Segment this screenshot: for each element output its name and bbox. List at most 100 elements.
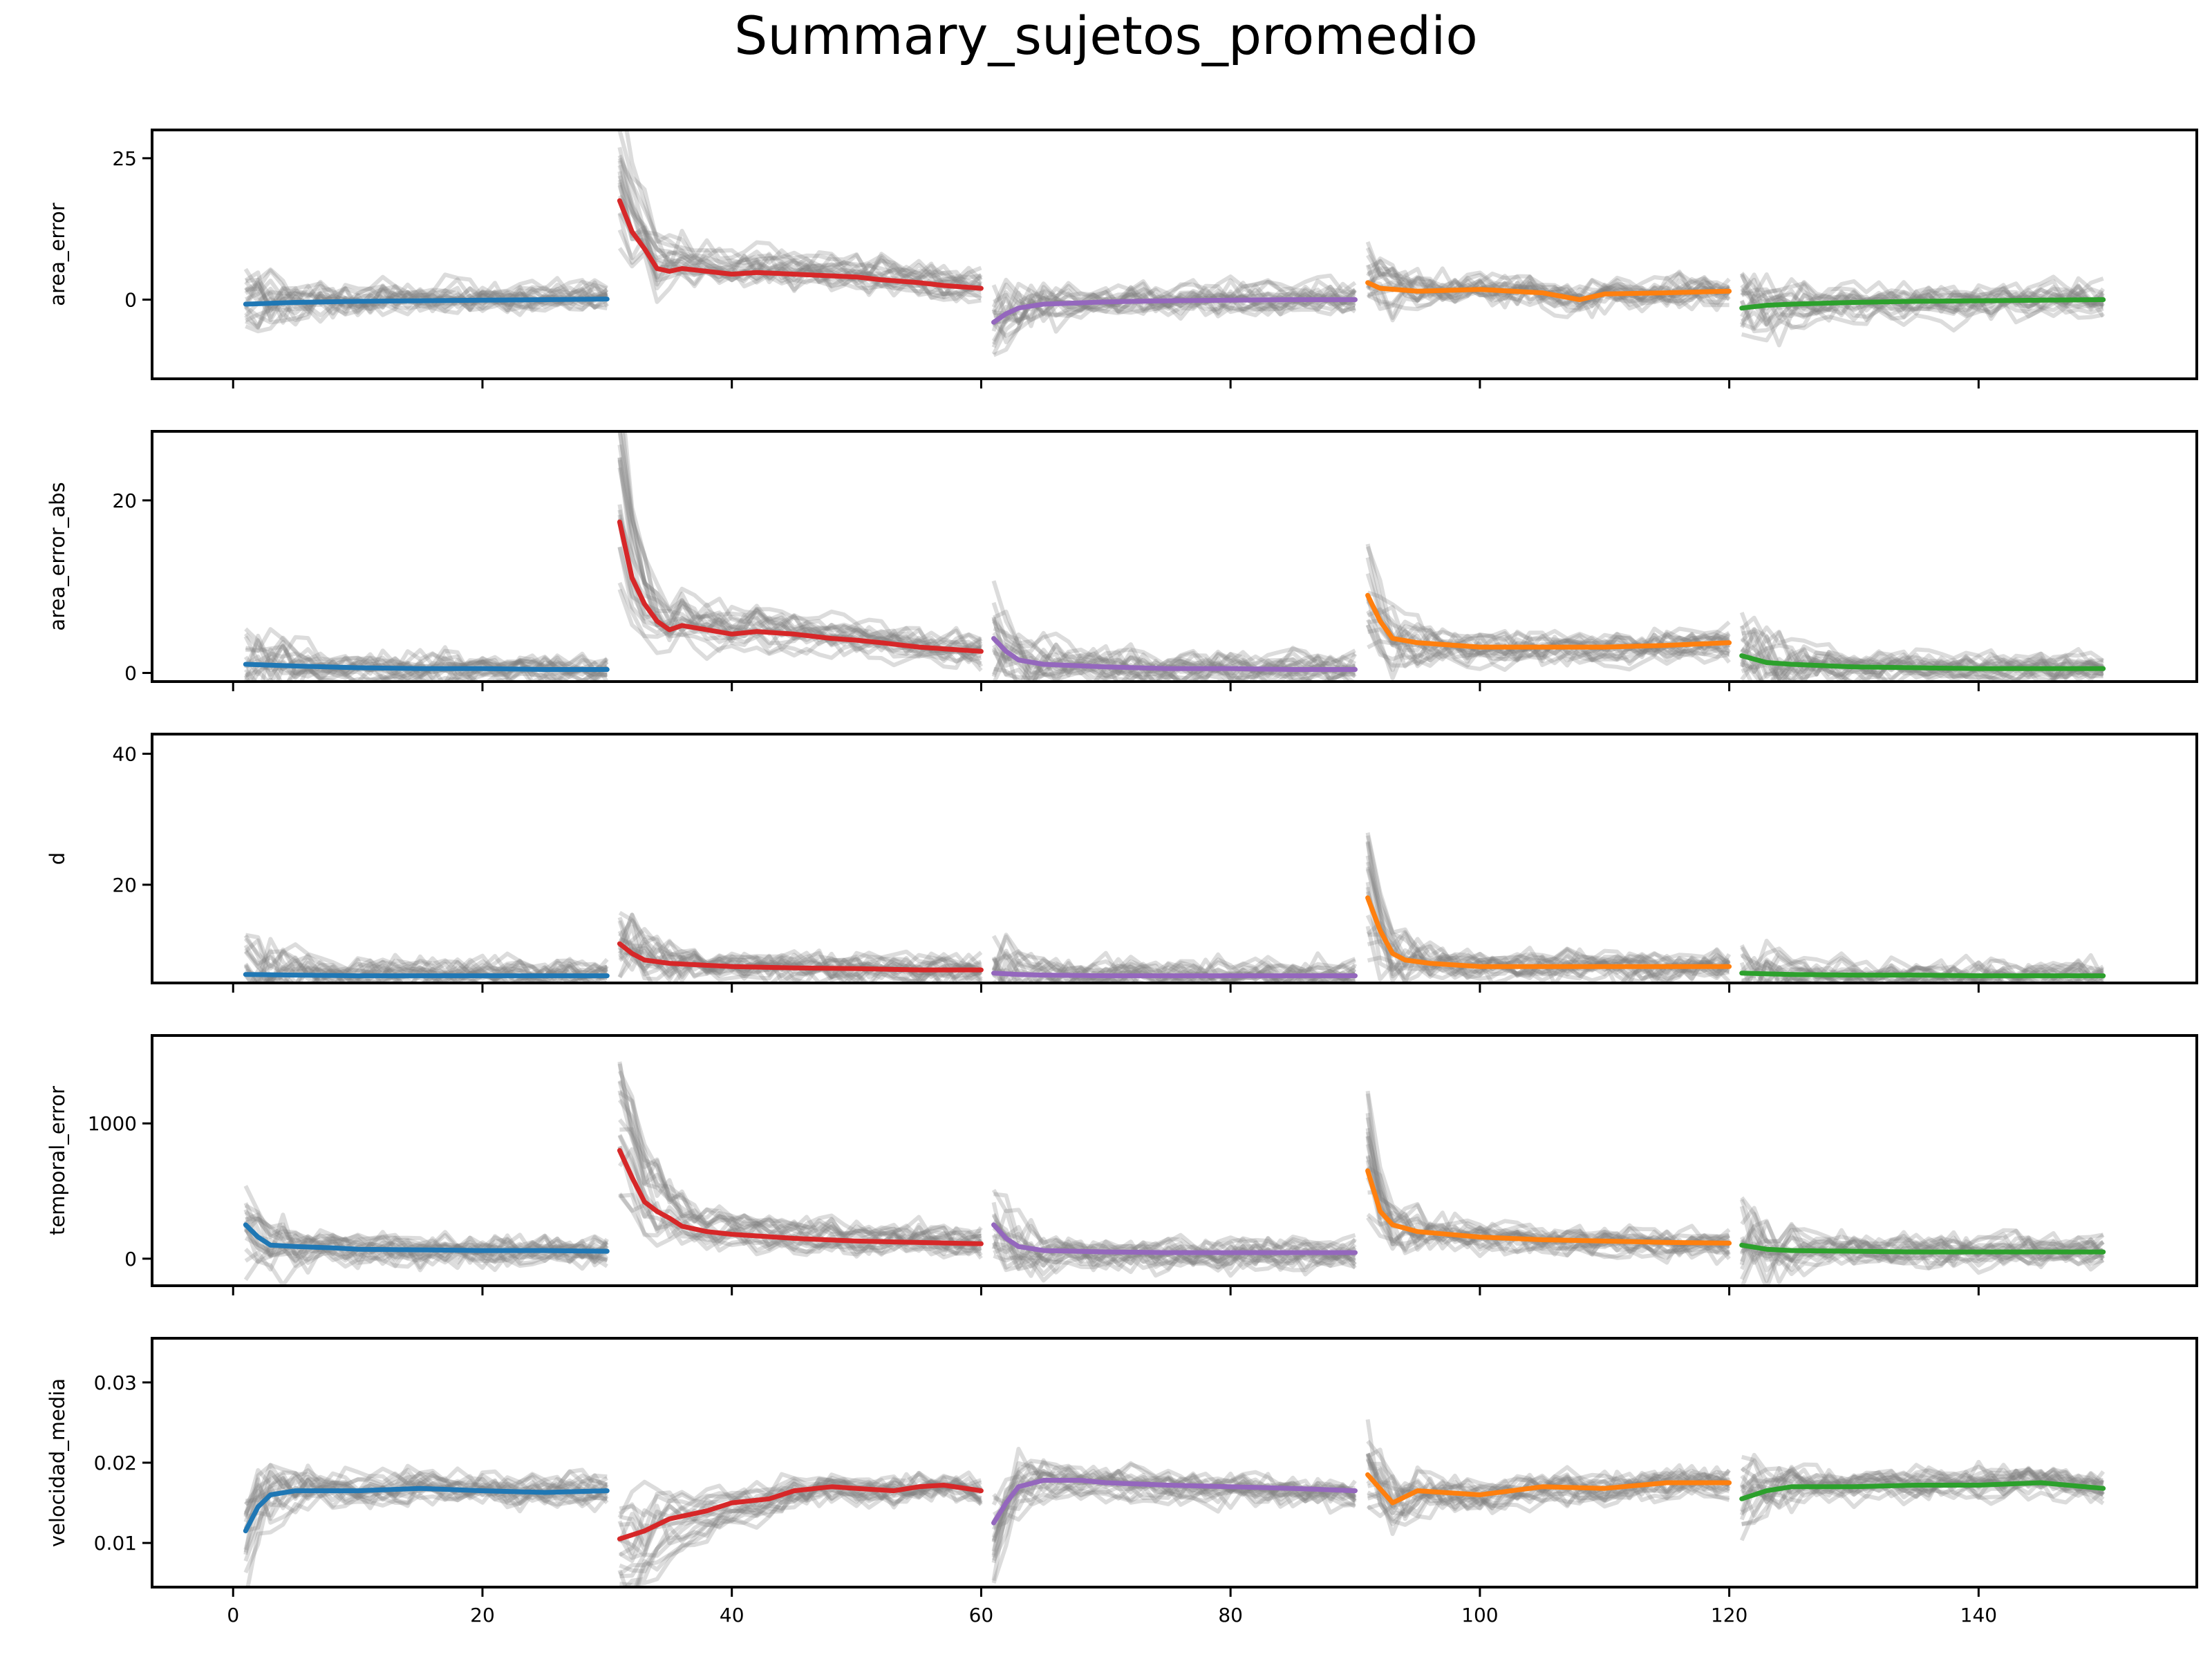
subject-trace xyxy=(617,175,982,290)
subject-trace xyxy=(991,934,1357,980)
subject-trace xyxy=(1365,895,1730,983)
subject-trace xyxy=(1365,1454,1731,1526)
subject-trace xyxy=(1367,1479,1730,1537)
subject-trace xyxy=(243,1468,608,1506)
subject-trace xyxy=(1367,1474,1731,1521)
subject-trace xyxy=(991,1212,1356,1283)
axes-frame xyxy=(151,430,2198,683)
subject-trace xyxy=(243,1228,609,1268)
y-tick-label: 0 xyxy=(124,662,137,685)
subject-trace xyxy=(991,1188,1357,1261)
subject-trace xyxy=(997,963,1358,983)
subject-trace xyxy=(1765,971,2104,983)
traces xyxy=(243,1418,2106,1587)
subject-trace xyxy=(617,160,982,292)
subject-trace xyxy=(1740,1228,2105,1272)
subject-trace xyxy=(1740,1246,2105,1286)
subject-trace xyxy=(1366,600,1731,668)
subject-trace xyxy=(991,1481,1356,1564)
panel-d: 20 40 d xyxy=(46,733,2198,993)
mean-line-block-4 xyxy=(1365,280,1732,302)
subject-trace xyxy=(618,946,982,981)
subject-trace xyxy=(991,292,1356,348)
mean-line-block-3 xyxy=(991,297,1358,325)
subject-trace xyxy=(991,932,1356,979)
y-axis-label: velocidad_media xyxy=(46,1378,69,1547)
y-tick-label: 1000 xyxy=(88,1112,137,1135)
subject-trace xyxy=(1367,932,1730,978)
subject-trace xyxy=(991,1479,1356,1544)
subject-trace xyxy=(244,290,608,325)
subject-trace xyxy=(617,1134,982,1256)
subject-trace xyxy=(245,1485,609,1587)
subject-trace xyxy=(1366,597,1730,668)
subject-trace xyxy=(243,1227,608,1275)
subject-trace xyxy=(243,958,608,983)
subject-trace xyxy=(1740,627,2104,681)
subject-trace xyxy=(1740,1206,2104,1257)
subject-trace xyxy=(245,627,609,675)
x-tick-label: 80 xyxy=(1218,1604,1243,1627)
subject-trace xyxy=(1740,1244,2105,1283)
panel-area_error: 0 25 area_error xyxy=(46,129,2198,388)
subject-trace xyxy=(617,581,983,671)
subject-trace xyxy=(617,194,982,290)
subject-trace xyxy=(245,1476,608,1519)
subject-trace xyxy=(617,1070,982,1241)
subject-trace xyxy=(617,431,982,656)
subject-trace xyxy=(617,1477,982,1544)
subject-trace xyxy=(991,1201,1357,1278)
subject-trace xyxy=(617,1475,983,1587)
subject-trace xyxy=(992,644,1356,682)
mean-line-block-2 xyxy=(617,519,984,654)
subject-trace xyxy=(991,1234,1356,1273)
subject-trace xyxy=(991,1483,1356,1562)
subject-trace xyxy=(619,1472,982,1547)
subject-trace xyxy=(617,1470,982,1519)
subject-trace xyxy=(1740,654,2105,682)
subject-trace xyxy=(1762,966,2105,983)
subject-trace xyxy=(245,1212,608,1259)
subject-trace xyxy=(1365,1418,1731,1517)
traces xyxy=(243,1061,2106,1286)
subject-trace xyxy=(1739,612,2105,669)
subject-trace xyxy=(1365,277,1730,319)
x-tick-label: 100 xyxy=(1461,1604,1498,1627)
subject-trace xyxy=(993,951,1356,983)
subject-trace xyxy=(993,1483,1356,1530)
subject-trace xyxy=(993,1241,1356,1278)
subject-trace xyxy=(244,1241,608,1272)
subject-trace xyxy=(992,630,1356,671)
subject-trace xyxy=(633,1479,982,1587)
subject-trace xyxy=(1365,1127,1730,1248)
x-tick-label: 0 xyxy=(227,1604,239,1627)
subject-trace xyxy=(991,1465,1357,1524)
subject-trace xyxy=(1739,654,2104,682)
y-axis-label: temporal_error xyxy=(46,1086,69,1235)
subject-trace xyxy=(617,182,982,294)
subject-trace xyxy=(617,1080,982,1250)
subject-trace xyxy=(617,937,982,982)
subject-trace xyxy=(245,291,608,330)
subject-trace xyxy=(1365,247,1730,308)
mean-line-block-3 xyxy=(991,971,1358,979)
subject-trace xyxy=(617,457,982,666)
subject-trace xyxy=(619,1127,983,1243)
subject-trace xyxy=(617,1476,983,1560)
y-tick-label: 25 xyxy=(112,147,137,170)
subject-trace xyxy=(1739,297,2104,334)
mean-line-block-5 xyxy=(1739,653,2106,671)
subject-trace xyxy=(619,1474,982,1557)
subject-trace xyxy=(618,1118,982,1246)
subject-trace xyxy=(617,130,982,291)
subject-trace xyxy=(618,1477,982,1535)
subject-trace xyxy=(617,1063,983,1251)
subject-trace xyxy=(991,647,1333,682)
subject-trace xyxy=(1740,962,2105,983)
y-tick-label: 20 xyxy=(112,489,137,512)
panel-area_error_abs: 0 20 area_error_abs xyxy=(46,430,2198,691)
subject-trace xyxy=(1365,835,1731,971)
subject-trace xyxy=(617,943,983,983)
subject-trace xyxy=(618,1091,982,1245)
